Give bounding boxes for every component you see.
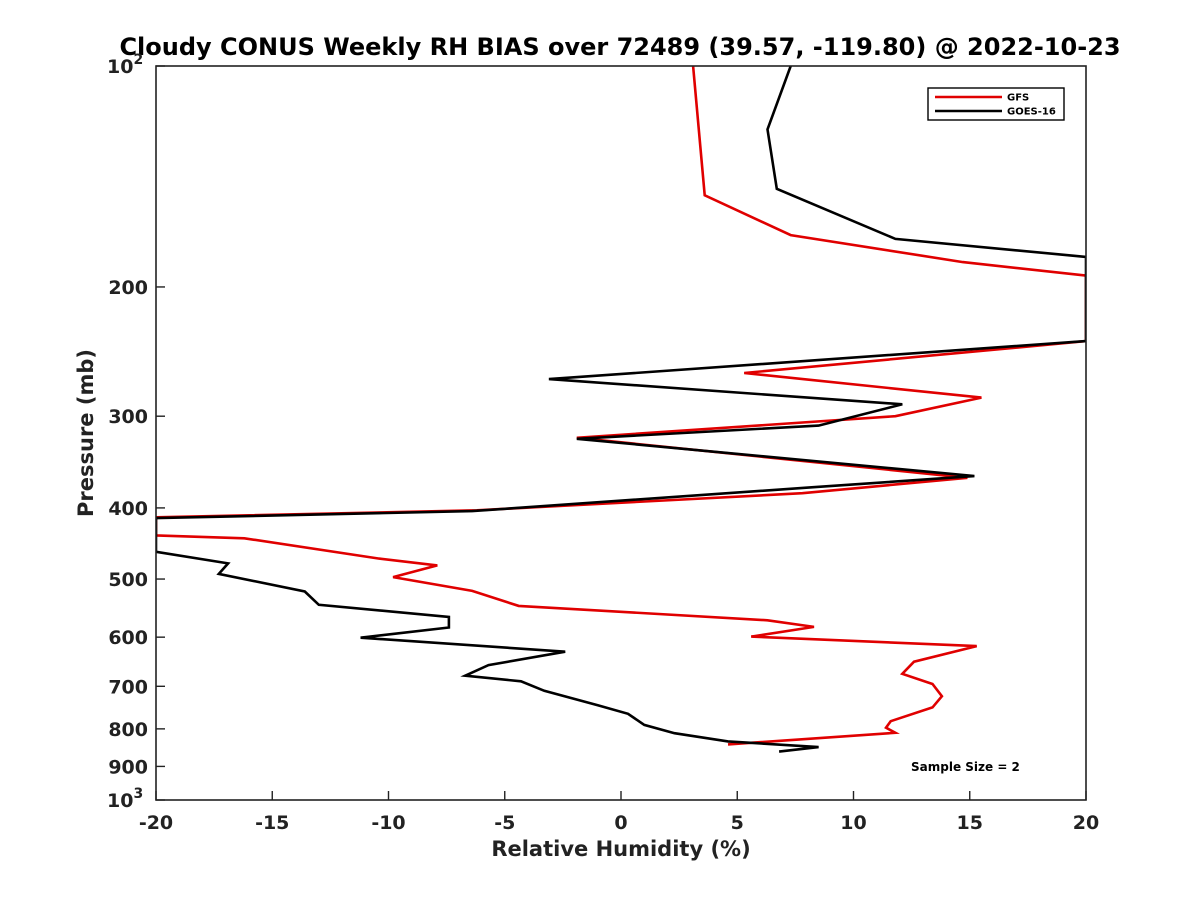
y-tick-label: 500 <box>108 569 148 591</box>
plot-lines <box>156 66 1086 753</box>
y-tick-label: 800 <box>108 719 148 741</box>
x-tick-label: -5 <box>494 812 515 834</box>
y-tick-label: 200 <box>108 277 148 299</box>
x-tick-label: -20 <box>139 812 173 834</box>
legend-box <box>927 87 1065 121</box>
x-tick-label: 10 <box>840 812 866 834</box>
legend: GFS GOES-16 <box>927 87 1065 121</box>
chart-title: Cloudy CONUS Weekly RH BIAS over 72489 (… <box>119 33 1120 61</box>
series-line-goes16 <box>156 66 1086 753</box>
y-tick-label: 400 <box>108 498 148 520</box>
x-tick-label: 0 <box>614 812 627 834</box>
x-tick-label: 15 <box>957 812 983 834</box>
x-axis-label: Relative Humidity (%) <box>491 837 750 861</box>
sample-size-annotation: Sample Size = 2 <box>911 760 1020 774</box>
y-tick-label: 700 <box>108 676 148 698</box>
x-tick-label: 5 <box>731 812 744 834</box>
legend-label-goes16: GOES-16 <box>1007 107 1056 118</box>
series-line-gfs <box>156 66 1086 746</box>
y-axis-label: Pressure (mb) <box>74 349 98 517</box>
y-tick-label: 600 <box>108 627 148 649</box>
y-tick-label: 300 <box>108 406 148 428</box>
y-tick-label: 900 <box>108 756 148 778</box>
x-tick-label: 20 <box>1073 812 1099 834</box>
x-axis-ticks: -20 -15 -10 -5 0 5 10 15 20 <box>139 791 1099 834</box>
x-tick-label: -10 <box>371 812 405 834</box>
legend-label-gfs: GFS <box>1007 93 1029 104</box>
x-tick-label: -15 <box>255 812 289 834</box>
